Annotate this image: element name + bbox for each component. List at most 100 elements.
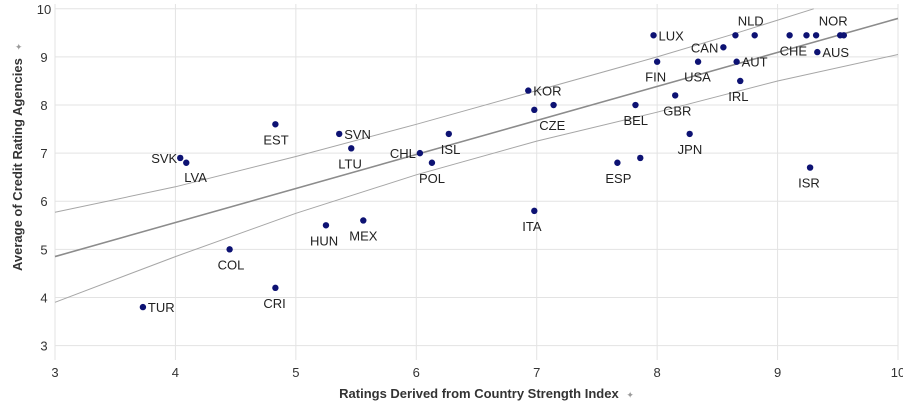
data-point[interactable] — [803, 32, 810, 39]
data-point-aut[interactable] — [733, 58, 740, 65]
point-label-cze: CZE — [539, 118, 565, 133]
data-point-lva[interactable] — [183, 159, 190, 166]
point-label-aut: AUT — [742, 55, 768, 70]
data-point-che[interactable] — [786, 32, 793, 39]
data-point-nor[interactable] — [840, 32, 848, 39]
point-label-usa: USA — [684, 70, 711, 85]
data-point[interactable] — [732, 32, 739, 39]
data-point-cri[interactable] — [272, 284, 279, 292]
data-point-ltu[interactable] — [348, 145, 355, 152]
data-point-est[interactable] — [272, 121, 279, 128]
x-tick-label: 6 — [413, 365, 420, 380]
data-point[interactable] — [637, 154, 644, 162]
x-axis-title: Ratings Derived from Country Strength In… — [339, 386, 634, 401]
y-tick-label: 6 — [40, 194, 47, 209]
data-point-cze[interactable] — [531, 106, 538, 114]
point-label-esp: ESP — [605, 171, 631, 186]
x-tick-label: 9 — [774, 365, 781, 380]
x-tick-label: 10 — [891, 365, 903, 380]
y-tick-label: 9 — [40, 50, 47, 65]
point-label-fin: FIN — [645, 70, 666, 85]
point-label-est: EST — [263, 132, 288, 147]
point-label-irl: IRL — [728, 89, 748, 104]
point-label-che: CHE — [780, 43, 808, 58]
lower-confidence-band — [54, 54, 899, 303]
data-point-can[interactable] — [720, 44, 727, 51]
pin-icon[interactable]: ✦ — [626, 391, 634, 401]
data-point-pol[interactable] — [428, 159, 436, 166]
data-point-lux[interactable] — [650, 32, 657, 39]
point-label-mex: MEX — [349, 228, 378, 243]
confidence-bands — [54, 8, 899, 303]
x-tick-label: 3 — [51, 365, 58, 380]
x-tick-label: 5 — [292, 365, 299, 380]
y-tick-label: 8 — [40, 98, 47, 113]
data-point-usa[interactable] — [694, 58, 702, 65]
data-point-gbr[interactable] — [672, 92, 679, 99]
point-label-ita: ITA — [522, 219, 542, 234]
point-label-lux: LUX — [659, 28, 685, 43]
data-point-aus[interactable] — [814, 48, 821, 56]
point-label-lva: LVA — [184, 170, 207, 185]
y-axis-ticks: 3 4 5 6 7 8 9 10 — [37, 2, 51, 354]
point-label-can: CAN — [691, 40, 718, 55]
point-label-svn: SVN — [344, 127, 371, 142]
data-point-svn[interactable] — [336, 130, 343, 138]
trend-line-group — [54, 17, 899, 258]
point-label-isr: ISR — [798, 176, 820, 191]
x-tick-label: 8 — [654, 365, 661, 380]
data-point-svk[interactable] — [177, 154, 184, 162]
x-tick-label: 4 — [172, 365, 179, 380]
x-tick-label: 7 — [533, 365, 540, 380]
data-point-hun[interactable] — [322, 222, 330, 229]
point-label-cri: CRI — [263, 296, 285, 311]
data-point-tur[interactable] — [139, 303, 147, 311]
point-label-jpn: JPN — [678, 142, 703, 157]
y-tick-label: 10 — [37, 2, 51, 17]
data-point-isr[interactable] — [806, 164, 814, 171]
data-point-nld[interactable] — [751, 32, 758, 39]
point-label-kor: KOR — [533, 84, 561, 99]
y-tick-label: 7 — [40, 146, 47, 161]
x-axis-ticks: 3 4 5 6 7 8 9 10 — [51, 365, 903, 380]
point-label-tur: TUR — [148, 300, 175, 315]
data-point[interactable] — [550, 101, 557, 109]
y-axis-title: Average of Credit Rating Agencies ✦ — [10, 43, 25, 272]
point-label-pol: POL — [419, 171, 445, 186]
gridlines — [54, 4, 899, 360]
data-point-chl[interactable] — [416, 149, 424, 157]
x-axis-title-text: Ratings Derived from Country Strength In… — [339, 386, 619, 401]
data-point-mex[interactable] — [360, 217, 367, 224]
data-point-isl[interactable] — [445, 130, 453, 138]
point-label-chl: CHL — [390, 146, 416, 161]
data-point-esp[interactable] — [614, 159, 621, 166]
point-label-isl: ISL — [441, 142, 461, 157]
data-point-bel[interactable] — [632, 101, 639, 109]
y-axis-title-text: Average of Credit Rating Agencies — [10, 58, 25, 271]
data-point-irl[interactable] — [737, 77, 744, 85]
data-point[interactable] — [812, 32, 820, 39]
data-point-jpn[interactable] — [686, 130, 693, 138]
y-tick-label: 5 — [40, 242, 47, 257]
point-label-ltu: LTU — [338, 156, 362, 171]
point-label-gbr: GBR — [663, 103, 691, 118]
y-tick-label: 3 — [40, 339, 47, 354]
data-point-kor[interactable] — [525, 87, 532, 94]
y-tick-label: 4 — [40, 290, 47, 305]
data-point-fin[interactable] — [653, 58, 661, 65]
point-label-aus: AUS — [822, 45, 849, 60]
data-point-col[interactable] — [226, 246, 233, 253]
point-label-nld: NLD — [738, 13, 764, 28]
point-label-nor: NOR — [819, 13, 848, 28]
pin-icon[interactable]: ✦ — [15, 43, 25, 51]
trend-line — [54, 17, 899, 258]
data-points — [139, 32, 848, 311]
upper-confidence-band — [54, 8, 814, 213]
point-label-hun: HUN — [310, 233, 338, 248]
point-label-svk: SVK — [151, 151, 177, 166]
data-point-ita[interactable] — [531, 207, 538, 215]
point-label-col: COL — [218, 257, 245, 272]
point-label-bel: BEL — [623, 113, 648, 128]
